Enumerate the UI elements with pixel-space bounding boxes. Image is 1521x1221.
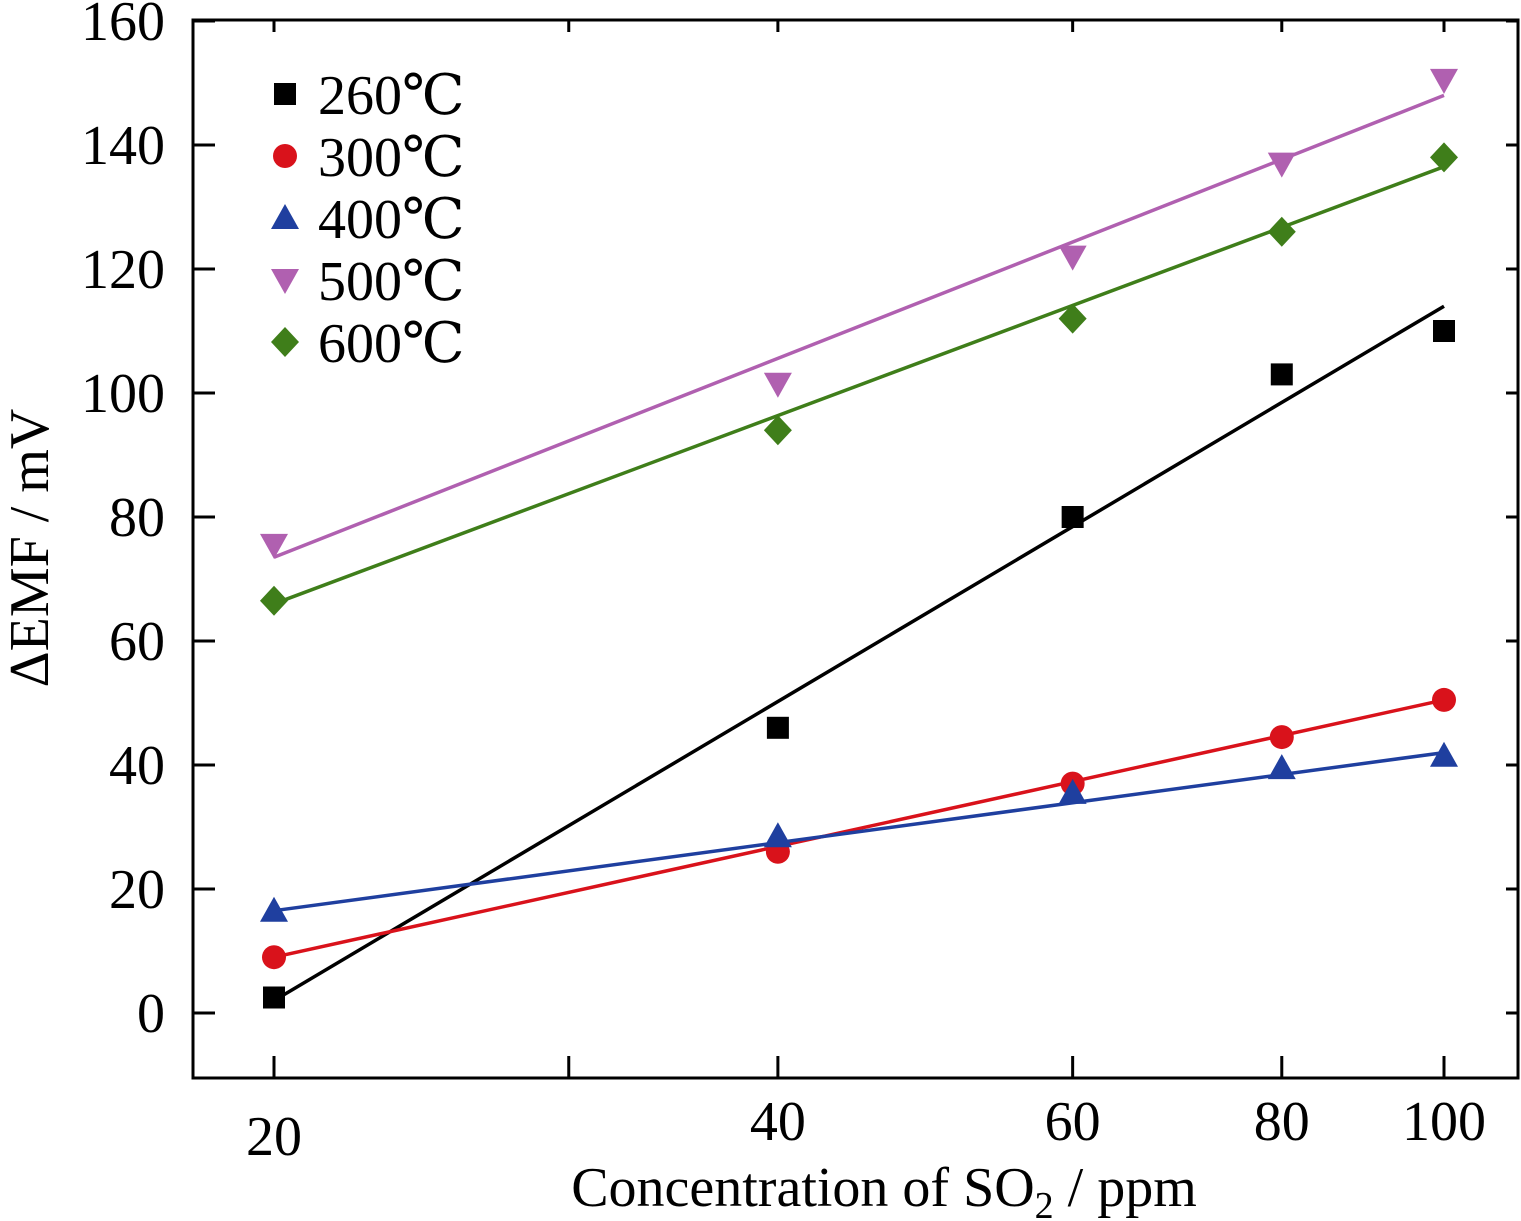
y-tick-label: 100 [81, 363, 165, 425]
x-axis-label-subscript: 2 [1035, 1185, 1054, 1221]
x-tick-label: 20 [246, 1106, 302, 1168]
x-tick-label: 100 [1402, 1091, 1486, 1153]
y-tick-label: 140 [81, 115, 165, 177]
y-tick-label: 40 [109, 735, 165, 797]
data-point-diamond [1430, 142, 1458, 172]
y-tick-label: 80 [109, 487, 165, 549]
legend-marker-triangle-down [271, 269, 299, 294]
legend-label: 400℃ [318, 189, 465, 251]
x-axis-label: Concentration of SO2 / ppm [571, 1157, 1197, 1221]
x-tick-label: 40 [750, 1091, 806, 1153]
legend-marker-circle [273, 144, 297, 168]
data-point-circle [1432, 688, 1456, 712]
data-point-circle [262, 945, 286, 969]
x-tick-label: 60 [1045, 1091, 1101, 1153]
y-axis-label: ΔEMF / mV [0, 409, 61, 688]
legend-label: 600℃ [318, 313, 465, 375]
legend-marker-square [274, 83, 296, 105]
chart: 0 20 40 60 80 100 120 140 160 20 40 60 80 100 260℃30… [0, 0, 1521, 1221]
data-point-triangle-down [1430, 69, 1458, 94]
data-point-diamond [260, 586, 288, 616]
data-point-square [1062, 506, 1084, 528]
fit-line-square [274, 306, 1444, 1000]
legend-label: 500℃ [318, 251, 465, 313]
data-point-circle [1270, 725, 1294, 749]
y-tick-label: 20 [109, 859, 165, 921]
data-point-triangle-up [1268, 754, 1296, 779]
data-point-square [263, 987, 285, 1009]
fit-line-triangle-up [274, 753, 1444, 911]
data-point-square [767, 717, 789, 739]
y-tick-label: 160 [81, 0, 165, 53]
data-point-diamond [1268, 217, 1296, 247]
fit-line-circle [274, 700, 1444, 957]
y-tick-label: 60 [109, 611, 165, 673]
data-point-square [1271, 363, 1293, 385]
x-axis-label-tail: / ppm [1054, 1157, 1197, 1219]
legend-label: 260℃ [318, 65, 465, 127]
data-point-triangle-up [764, 822, 792, 847]
legend-marker-triangle-up [271, 204, 299, 229]
data-point-triangle-down [764, 373, 792, 398]
y-tick-label: 120 [81, 239, 165, 301]
x-tick-label: 80 [1254, 1091, 1310, 1153]
legend-label: 300℃ [318, 127, 465, 189]
data-point-square [1433, 320, 1455, 342]
data-point-triangle-down [1059, 246, 1087, 271]
y-tick-label: 0 [137, 983, 165, 1045]
legend-marker-diamond [271, 327, 299, 357]
x-axis-label-main: Concentration of SO [571, 1157, 1034, 1219]
